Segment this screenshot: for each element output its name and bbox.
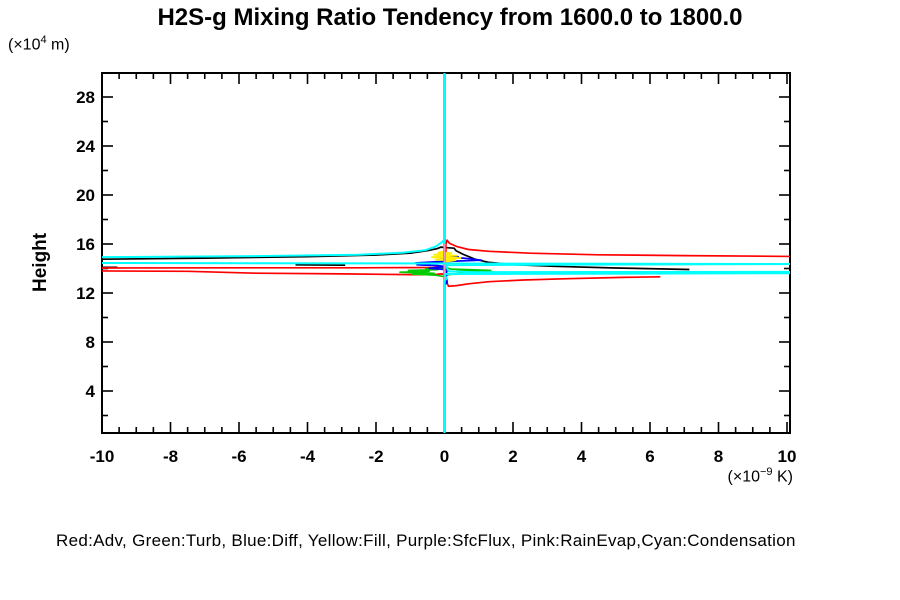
x-tick-label: -10 bbox=[90, 447, 115, 466]
plot-border bbox=[101, 72, 791, 434]
x-tick-label: 10 bbox=[778, 447, 797, 466]
curve-Adv-upper bbox=[102, 239, 790, 269]
x-axis-unit-exponent: −9 bbox=[760, 466, 773, 478]
curve-Adv-lower bbox=[102, 270, 661, 288]
axis-ticks bbox=[101, 73, 790, 433]
y-tick-label: 28 bbox=[76, 88, 95, 107]
y-tick-label: 16 bbox=[76, 235, 95, 254]
x-tick-label: 2 bbox=[508, 447, 517, 466]
legend-text: Red:Adv, Green:Turb, Blue:Diff, Yellow:F… bbox=[56, 531, 796, 550]
x-tick-label: -4 bbox=[300, 447, 316, 466]
x-tick-label: -8 bbox=[163, 447, 178, 466]
y-axis-unit-exponent: 4 bbox=[40, 34, 47, 46]
y-axis-unit-label: (×104 m) bbox=[8, 34, 70, 54]
plot-title: H2S-g Mixing Ratio Tendency from 1600.0 … bbox=[157, 4, 743, 31]
y-tick-label: 8 bbox=[86, 333, 95, 352]
y-tick-label: 4 bbox=[86, 382, 96, 401]
y-axis-unit-suffix: m) bbox=[46, 36, 70, 54]
y-axis-unit-prefix: (×10 bbox=[8, 36, 41, 54]
x-tick-label: 8 bbox=[714, 447, 723, 466]
y-tick-label: 12 bbox=[76, 284, 95, 303]
x-axis-unit-prefix: (×10 bbox=[727, 468, 760, 486]
curve-Fill bbox=[430, 250, 462, 263]
x-tick-label: 0 bbox=[440, 447, 449, 466]
x-axis-unit-label: (×10−9 K) bbox=[645, 466, 793, 486]
y-tick-label: 24 bbox=[76, 137, 95, 156]
x-tick-label: 6 bbox=[645, 447, 654, 466]
x-tick-label: -2 bbox=[368, 447, 383, 466]
curves-layer bbox=[102, 73, 790, 433]
curve-Condensation bbox=[102, 73, 790, 433]
x-axis-unit-suffix: K) bbox=[772, 468, 793, 486]
x-tick-label: 4 bbox=[577, 447, 587, 466]
y-tick-label: 20 bbox=[76, 186, 95, 205]
curve-black-unlabeled bbox=[102, 246, 690, 271]
x-tick-label: -6 bbox=[231, 447, 246, 466]
